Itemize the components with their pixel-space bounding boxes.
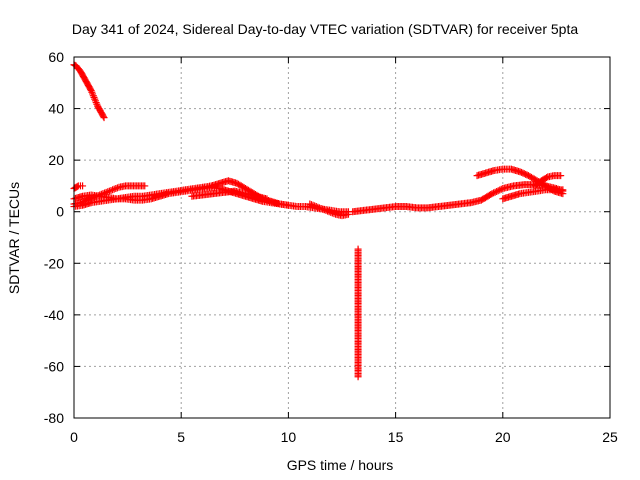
data-point	[284, 201, 292, 209]
data-point	[89, 90, 97, 98]
data-point	[89, 92, 97, 100]
y-tick-label: -60	[44, 358, 64, 374]
data-point	[557, 172, 565, 180]
data-point	[100, 114, 108, 122]
data-point	[315, 204, 323, 212]
data-point	[354, 373, 362, 381]
data-point	[490, 189, 498, 197]
x-axis-label: GPS time / hours	[287, 457, 394, 473]
data-point	[91, 97, 99, 105]
data-point	[112, 185, 120, 193]
y-tick-label: -40	[44, 307, 64, 323]
plot-frame	[73, 56, 611, 419]
data-point	[92, 99, 100, 107]
data-point	[330, 210, 338, 218]
x-tick-label: 10	[281, 429, 297, 445]
y-tick-label: 40	[48, 101, 64, 117]
data-point	[307, 201, 315, 209]
data-point	[320, 206, 328, 214]
data-point	[344, 210, 352, 218]
y-tick-label: 60	[48, 49, 64, 65]
data-point	[491, 188, 499, 196]
data-point	[141, 182, 149, 190]
series-arc-2	[70, 182, 87, 193]
y-tick-label: -80	[44, 410, 64, 426]
data-point	[559, 186, 567, 194]
x-tick-label: 5	[177, 429, 185, 445]
data-point	[325, 208, 333, 216]
data-point	[317, 204, 325, 212]
data-point	[263, 195, 271, 203]
series-arc-5	[70, 177, 292, 211]
y-tick-label: 0	[56, 204, 64, 220]
data-point	[493, 187, 501, 195]
data-point	[312, 203, 320, 211]
chart-title: Day 341 of 2024, Sidereal Day-to-day VTE…	[72, 21, 579, 37]
x-tick-labels: 0 5 10 15 20 25	[70, 429, 618, 445]
data-point	[105, 187, 113, 195]
x-tick-label: 15	[388, 429, 404, 445]
data-point	[319, 205, 327, 213]
x-tick-label: 20	[495, 429, 511, 445]
data-point	[496, 186, 504, 194]
series-outliers	[354, 245, 362, 381]
data-point	[90, 93, 98, 101]
data-point	[110, 185, 118, 193]
series-arc-7	[306, 200, 352, 220]
series-arc-1	[70, 61, 108, 122]
data-point	[93, 100, 101, 108]
y-tick-label: 20	[48, 152, 64, 168]
series-arc-11	[531, 172, 565, 190]
x-tick-label: 25	[602, 429, 618, 445]
data-point	[324, 207, 332, 215]
data-point	[73, 183, 81, 191]
data-point	[79, 182, 87, 190]
data-point	[497, 185, 505, 193]
data-point	[311, 202, 319, 210]
data-point	[322, 206, 330, 214]
data-point	[107, 186, 115, 194]
y-tick-label: -20	[44, 255, 64, 271]
y-tick-labels: -80 -60 -40 -20 0 20 40 60	[44, 49, 64, 426]
data-point	[87, 87, 95, 95]
data-point	[113, 184, 121, 192]
data-point	[99, 112, 107, 120]
data-point	[91, 95, 99, 103]
axis-ticks	[73, 56, 611, 419]
y-axis-label: SDTVAR / TECUs	[6, 182, 22, 294]
data-point	[309, 201, 317, 209]
x-tick-label: 0	[70, 429, 78, 445]
series-arc-6	[188, 187, 271, 203]
data-point	[306, 200, 314, 208]
data-point	[488, 190, 496, 198]
grid-lines	[74, 57, 610, 418]
data-point	[109, 186, 117, 194]
data-point	[494, 187, 502, 195]
data-point	[88, 88, 96, 96]
data-point	[86, 85, 94, 93]
data-point	[314, 203, 322, 211]
data-point	[328, 209, 336, 217]
data-point	[327, 208, 335, 216]
data-points	[70, 61, 567, 381]
